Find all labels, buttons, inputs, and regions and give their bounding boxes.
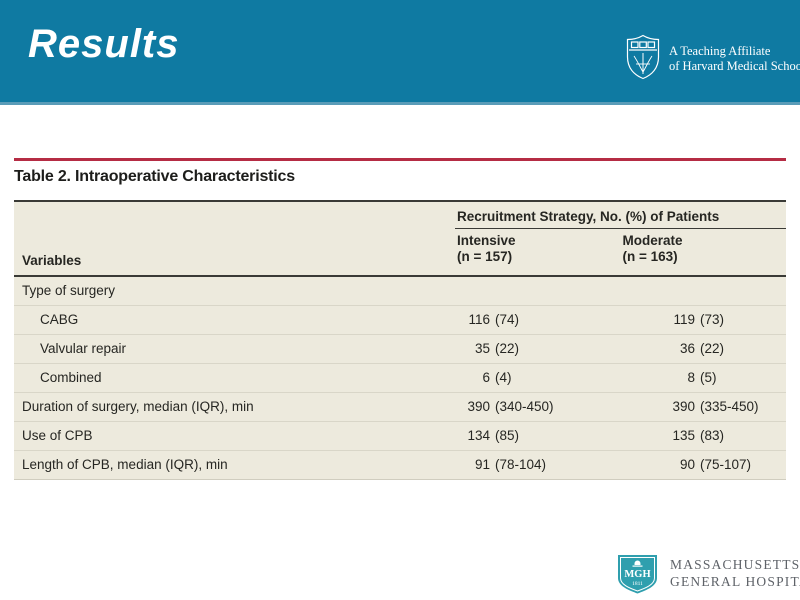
value-percent: (73) — [700, 312, 725, 327]
value-percent: (340-450) — [495, 399, 554, 414]
svg-text:1811: 1811 — [632, 581, 643, 587]
cell-moderate: 390 (335-450) — [655, 393, 786, 421]
cell-intensive: 116 (74) — [455, 306, 655, 334]
table-row: Length of CPB, median (IQR), min 91 (78-10… — [14, 450, 786, 479]
row-label: Type of surgery — [22, 283, 116, 298]
value-percent: (335-450) — [700, 399, 759, 414]
affiliation-line2: of Harvard Medical School — [669, 59, 800, 73]
table-row: Combined 6 (4) 8 (5) — [14, 363, 786, 392]
mgh-shield-icon: MGH 1811 — [614, 549, 661, 596]
affiliation-line1: A Teaching Affiliate — [669, 44, 771, 58]
table-row: Duration of surgery, median (IQR), min 39… — [14, 392, 786, 421]
cell-intensive — [455, 277, 655, 305]
column-name: Intensive — [457, 233, 516, 248]
table-row: CABG 116 (74) 119 (73) — [14, 305, 786, 334]
row-label: Combined — [40, 370, 102, 385]
data-table: Variables Recruitment Strategy, No. (%) … — [14, 200, 786, 480]
table-header: Variables Recruitment Strategy, No. (%) … — [14, 200, 786, 277]
cell-moderate: 36 (22) — [655, 335, 786, 363]
value-number: 6 — [482, 370, 490, 385]
table-body: Type of surgery CABG 116 (74) 119 (73) Valvula… — [14, 277, 786, 480]
value-number: 91 — [474, 457, 490, 472]
value-percent: (22) — [700, 341, 725, 356]
sub-columns: Intensive (n = 157) Moderate (n = 163) — [455, 229, 786, 265]
value-percent: (5) — [700, 370, 717, 385]
value-percent: (75-107) — [700, 457, 752, 472]
cell-intensive: 35 (22) — [455, 335, 655, 363]
hospital-name: MASSACHUSETTS GENERAL HOSPITAL — [670, 556, 800, 590]
value-number: 390 — [467, 399, 490, 414]
mgh-logo: MGH 1811 MASSACHUSETTS GENERAL HOSPITAL — [614, 549, 800, 596]
value-number: 116 — [468, 312, 490, 327]
value-number: 119 — [673, 312, 695, 327]
cell-moderate — [655, 277, 786, 305]
column-header-variables: Variables — [22, 253, 82, 268]
row-label: Use of CPB — [22, 428, 93, 443]
value-number: 8 — [687, 370, 695, 385]
column-n: (n = 157) — [457, 249, 513, 264]
column-name: Moderate — [622, 233, 683, 248]
cell-moderate: 8 (5) — [655, 364, 786, 392]
svg-text:MGH: MGH — [624, 569, 650, 580]
value-percent: (85) — [495, 428, 520, 443]
harvard-shield-icon — [626, 34, 660, 80]
value-number: 36 — [679, 341, 695, 356]
cell-moderate: 90 (75-107) — [655, 451, 786, 479]
hospital-name-line2: GENERAL HOSPITAL — [670, 573, 800, 589]
value-number: 390 — [672, 399, 695, 414]
value-percent: (78-104) — [495, 457, 547, 472]
slide-title: Results — [28, 22, 180, 66]
column-header-moderate: Moderate (n = 163) — [621, 233, 787, 265]
value-percent: (4) — [495, 370, 512, 385]
table-row: Use of CPB 134 (85) 135 (83) — [14, 421, 786, 450]
value-percent: (74) — [495, 312, 520, 327]
value-number: 134 — [467, 428, 490, 443]
table-title: Table 2. Intraoperative Characteristics — [14, 168, 295, 185]
title-banner: Results A Teaching Affiliate of Harvard — [0, 0, 800, 105]
cell-intensive: 91 (78-104) — [455, 451, 655, 479]
column-group: Recruitment Strategy, No. (%) of Patient… — [455, 202, 786, 265]
column-group-header: Recruitment Strategy, No. (%) of Patient… — [455, 202, 786, 229]
value-number: 35 — [474, 341, 490, 356]
table-row: Type of surgery — [14, 277, 786, 305]
hospital-name-line1: MASSACHUSETTS — [670, 556, 800, 572]
cell-moderate: 135 (83) — [655, 422, 786, 450]
row-label: Length of CPB, median (IQR), min — [22, 457, 228, 472]
value-percent: (83) — [700, 428, 725, 443]
table-top-red-rule — [14, 158, 786, 161]
cell-intensive: 134 (85) — [455, 422, 655, 450]
column-header-intensive: Intensive (n = 157) — [455, 233, 621, 265]
cell-moderate: 119 (73) — [655, 306, 786, 334]
cell-intensive: 6 (4) — [455, 364, 655, 392]
row-label: Duration of surgery, median (IQR), min — [22, 399, 254, 414]
cell-intensive: 390 (340-450) — [455, 393, 655, 421]
value-percent: (22) — [495, 341, 520, 356]
value-number: 135 — [672, 428, 695, 443]
value-number: 90 — [679, 457, 695, 472]
row-label: CABG — [40, 312, 79, 327]
harvard-affiliate-logo: A Teaching Affiliate of Harvard Medical … — [626, 34, 800, 80]
affiliation-text: A Teaching Affiliate of Harvard Medical … — [669, 34, 800, 80]
row-label: Valvular repair — [40, 341, 127, 356]
table-row: Valvular repair 35 (22) 36 (22) — [14, 334, 786, 363]
column-n: (n = 163) — [622, 249, 678, 264]
